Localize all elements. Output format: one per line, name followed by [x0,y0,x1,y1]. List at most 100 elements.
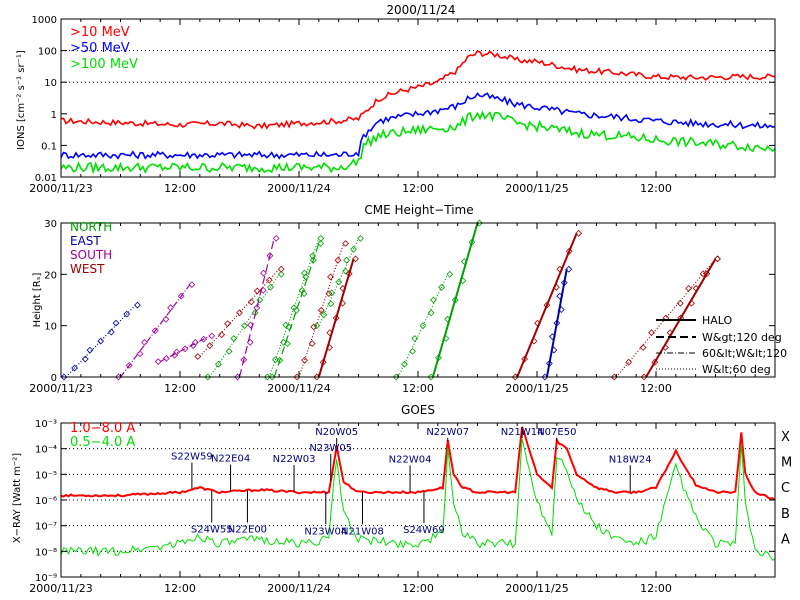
x-tick-label: 12:00 [402,582,434,595]
cme-data-point [343,256,350,264]
flare-class-label: X [781,430,790,445]
legend-halo: HALO [702,314,733,327]
cme-data-point [125,362,133,369]
cme-data-point [317,306,325,314]
y-tick-label: 10⁻⁴ [35,445,57,456]
legend-south: SOUTH [70,248,112,262]
cme-data-point [236,309,243,317]
cme-data-point [427,373,435,381]
cme-data-point [565,265,573,273]
cme-fit-line [645,258,717,378]
cme-data-point [557,306,565,313]
x-tick-label: 12:00 [640,182,672,195]
cme-data-point [173,348,181,356]
cme-data-point [651,358,659,366]
ions-legend: >10 MeV >50 MeV >100 MeV [70,25,138,72]
cme-data-point [267,283,274,291]
cme-data-point [194,353,202,360]
cme-data-point [543,301,551,309]
ions-series [60,49,776,175]
cme-data-point [328,289,336,297]
cme-data-point [60,373,68,381]
x-tick-label: 12:00 [402,182,434,195]
flare-label: N23W05 [309,443,352,454]
x-tick-label: 2000/11/25 [505,582,568,595]
cme-data-point [260,269,267,277]
x-tick-label: 2000/11/23 [29,382,92,395]
goes-series [60,426,776,561]
cme-data-point [225,347,233,355]
cme-data-point [266,252,274,260]
cme-data-point [215,360,222,368]
cme-data-point [313,322,321,330]
x-tick-label: 2000/11/23 [29,182,92,195]
flare-label: N22W07 [426,427,469,438]
ions-series-line [60,49,776,130]
cme-data-point [411,335,419,342]
cme-data-point [610,373,618,381]
x-tick-label: 12:00 [164,382,196,395]
cme-data-point [534,319,541,327]
cme-data-point [276,356,284,364]
cme-fit-line [545,269,568,378]
cme-data-point [300,290,308,297]
cme-data-point [409,347,416,355]
flare-label: S24W55 [191,524,233,535]
cme-data-point [240,356,248,364]
flare-label: N22E04 [211,454,250,465]
y-tick-label: 10 [44,78,57,89]
cme-data-point [151,327,159,335]
cme-data-point [676,299,684,307]
cme-data-point [350,245,357,253]
cme-data-point [511,373,519,381]
cme-data-point [272,235,280,242]
ions-series-line [60,110,776,175]
flare-label: N07E50 [537,427,576,438]
goes-axes: 2000/11/23 12:00 2000/11/24 12:00 2000/11/25… [29,419,792,595]
cme-data-point [662,344,669,351]
cme-data-point [327,300,335,308]
cme-data-point [282,321,290,329]
x-tick-label: 2000/11/25 [505,382,568,395]
cme-data-point [546,360,553,367]
cme-data-point [666,329,674,337]
cme-data-point [188,281,196,288]
cme-data-point [699,270,707,278]
goes-title: GOES [401,403,435,417]
cme-data-point [648,329,655,337]
cme-data-point [154,358,162,365]
goes-legend: 1.0−8.0 A 0.5−4.0 A [70,421,135,450]
cme-data-point [430,296,437,304]
cme-data-point [427,309,435,317]
cme-data-point [230,335,238,342]
flare-label: S22W59 [171,452,213,463]
cme-data-point [218,331,226,339]
cme-series [60,219,721,381]
cme-data-point [459,277,467,285]
x-tick-label: 2000/11/24 [267,382,330,395]
cme-data-point [277,270,285,278]
cme-data-point [401,360,408,368]
cme-data-point [332,314,340,322]
cme-data-point [352,255,359,263]
legend-east: EAST [70,234,101,248]
cme-data-point [285,323,293,331]
x-tick-label: 12:00 [402,382,434,395]
cme-data-point [301,356,308,364]
cme-data-point [703,270,711,278]
cme-data-point [468,238,476,246]
legend-ions-100mev: >100 MeV [70,57,138,72]
cme-data-point [326,329,334,337]
cme-data-point [208,332,216,340]
y-tick-label: 10⁻⁸ [35,547,57,558]
y-tick-label: 10⁻⁷ [35,522,57,533]
x-tick-label: 2000/11/25 [505,182,568,195]
flare-label: N22W04 [389,454,432,465]
cme-fit-line [516,232,578,378]
cme-data-point [444,315,451,323]
cme-fit-line [298,243,345,378]
cme-data-point [192,339,199,346]
cme-data-point [284,340,291,347]
legend-north: NORTH [70,220,112,234]
x-tick-label: 2000/11/24 [267,182,330,195]
